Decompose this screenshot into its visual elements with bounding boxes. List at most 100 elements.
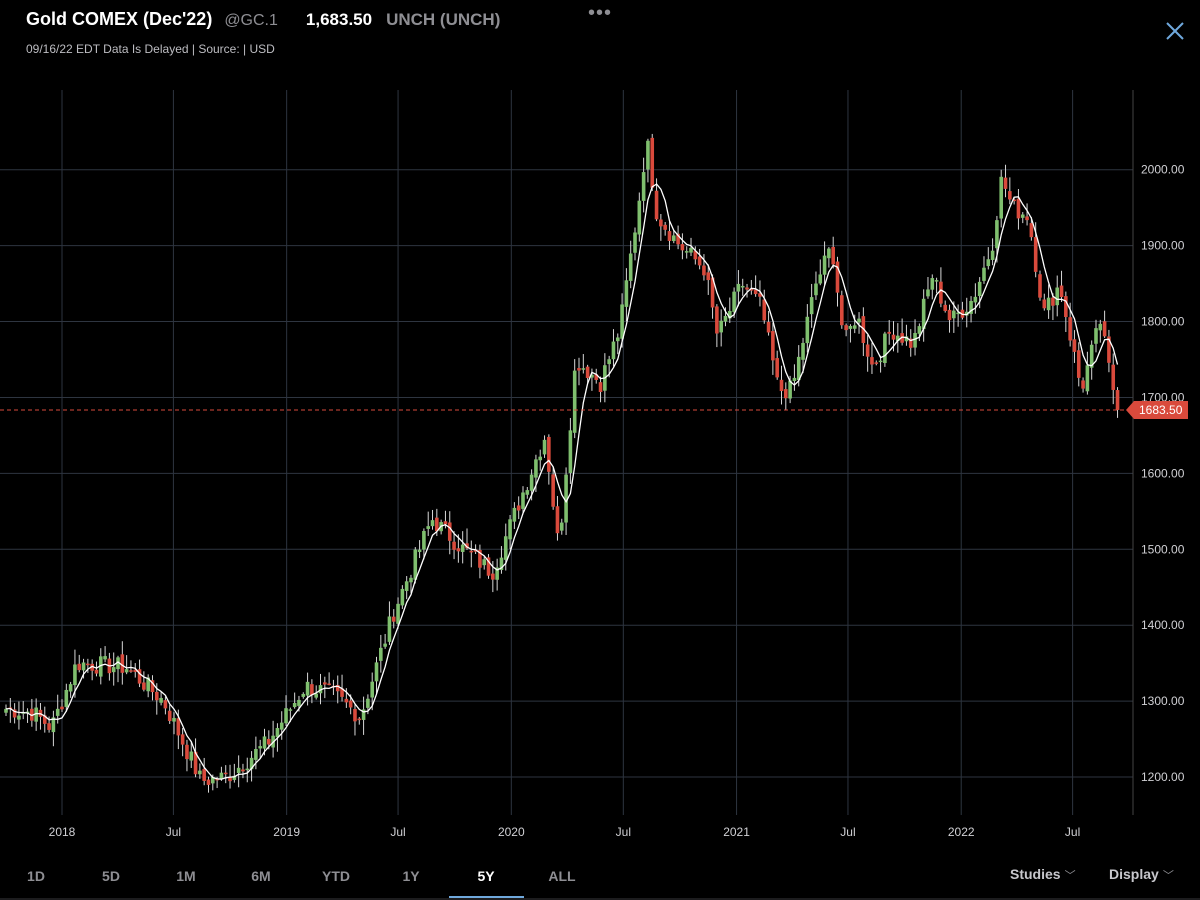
candle-body <box>637 200 642 235</box>
candle-body <box>120 654 125 673</box>
candle-body <box>796 356 801 381</box>
candle-body <box>245 768 250 771</box>
range-5d[interactable]: 5D <box>102 868 120 884</box>
candle-body <box>422 530 426 550</box>
x-tick-label: Jul <box>390 825 405 839</box>
candle-body <box>176 718 181 736</box>
candle-body <box>417 549 422 553</box>
candle-body <box>952 310 956 319</box>
candle-body <box>447 522 452 541</box>
candle-body <box>185 744 189 760</box>
candle-body <box>236 767 241 774</box>
candle-body <box>344 698 349 703</box>
studies-menu[interactable]: Studies ﹀ <box>1010 866 1076 883</box>
candle-body <box>124 669 129 673</box>
range-1d[interactable]: 1D <box>27 868 45 884</box>
candle-body <box>443 521 448 525</box>
range-6m[interactable]: 6M <box>251 868 271 884</box>
candle-body <box>1115 390 1120 410</box>
price-chart[interactable]: 1200.00 1300.00 1400.00 1500.00 1600.00 1700.… <box>0 90 1200 850</box>
grid <box>0 90 1133 815</box>
candle-body <box>1094 328 1098 344</box>
x-tick-label: 2021 <box>723 825 750 839</box>
price-change: UNCH (UNCH) <box>386 10 501 29</box>
x-tick-label: Jul <box>840 825 855 839</box>
range-all[interactable]: ALL <box>548 868 576 884</box>
candle-body <box>435 517 439 532</box>
candle-body <box>930 278 935 290</box>
candle-body <box>512 507 517 522</box>
candle-body <box>568 430 573 473</box>
candle-body <box>598 382 603 392</box>
candle-body <box>1059 285 1064 298</box>
candle-body <box>1033 237 1038 272</box>
range-1m[interactable]: 1M <box>176 868 196 884</box>
candle-body <box>572 370 577 433</box>
candle-body <box>883 333 887 364</box>
candle-body <box>995 220 999 249</box>
candle-body <box>710 277 715 308</box>
y-tick-label: 1500.00 <box>1141 542 1185 556</box>
range-ytd[interactable]: YTD <box>322 868 350 884</box>
candle-body <box>926 289 930 297</box>
candle-body <box>318 685 323 694</box>
range-5y[interactable]: 5Y <box>477 868 495 884</box>
y-tick-label: 1200.00 <box>1141 770 1185 784</box>
candle-body <box>792 377 797 381</box>
candle-body <box>219 772 224 780</box>
candle-body <box>654 190 659 220</box>
candle-body <box>671 235 676 242</box>
display-menu[interactable]: Display ﹀ <box>1109 866 1174 883</box>
candle-body <box>413 549 418 580</box>
candle-body <box>111 667 116 673</box>
candle-body <box>745 287 749 290</box>
candle-body <box>327 683 331 686</box>
y-tick-label: 1400.00 <box>1141 618 1185 632</box>
ellipsis-icon[interactable]: ••• <box>588 2 613 24</box>
candle-body <box>840 295 844 326</box>
candle-body <box>383 643 387 647</box>
candle-body <box>335 684 340 692</box>
candle-body <box>809 297 814 315</box>
candle-body <box>977 281 982 297</box>
candle-body <box>34 707 38 722</box>
range-1y[interactable]: 1Y <box>402 868 420 884</box>
candle-body <box>525 490 530 495</box>
candle-body <box>81 662 86 671</box>
candle-body <box>1085 365 1090 392</box>
candle-body <box>775 358 779 378</box>
candle-body <box>697 256 702 266</box>
candle-body <box>753 289 758 295</box>
candle-body <box>547 436 551 472</box>
candle-body <box>577 367 581 371</box>
candle-body <box>590 374 594 378</box>
candle-body <box>900 333 904 343</box>
candle-body <box>848 326 853 329</box>
candle-body <box>835 261 840 293</box>
candle-body <box>943 304 948 311</box>
close-icon[interactable] <box>1164 20 1186 42</box>
candle-body <box>1068 317 1072 341</box>
candle-body <box>620 304 624 339</box>
candle-body <box>1098 323 1103 331</box>
candle-body <box>650 137 655 188</box>
candle-body <box>154 691 159 701</box>
candle-body <box>193 751 198 775</box>
candle-body <box>740 285 745 288</box>
candle-body <box>133 669 138 672</box>
candle-body <box>340 688 344 697</box>
candle-body <box>370 681 375 698</box>
y-tick-label: 1800.00 <box>1141 315 1185 329</box>
x-tick-label: 2020 <box>498 825 525 839</box>
candle-body <box>353 708 357 722</box>
candle-body <box>258 746 262 749</box>
candle-body <box>594 374 599 380</box>
candle-body <box>801 342 805 360</box>
candle-body <box>551 474 555 507</box>
candle-body <box>788 380 792 399</box>
candle-body <box>129 670 133 672</box>
candle-body <box>663 224 667 230</box>
y-tick-label: 1700.00 <box>1141 390 1185 404</box>
candle-body <box>241 769 245 772</box>
candle-body <box>538 456 543 461</box>
